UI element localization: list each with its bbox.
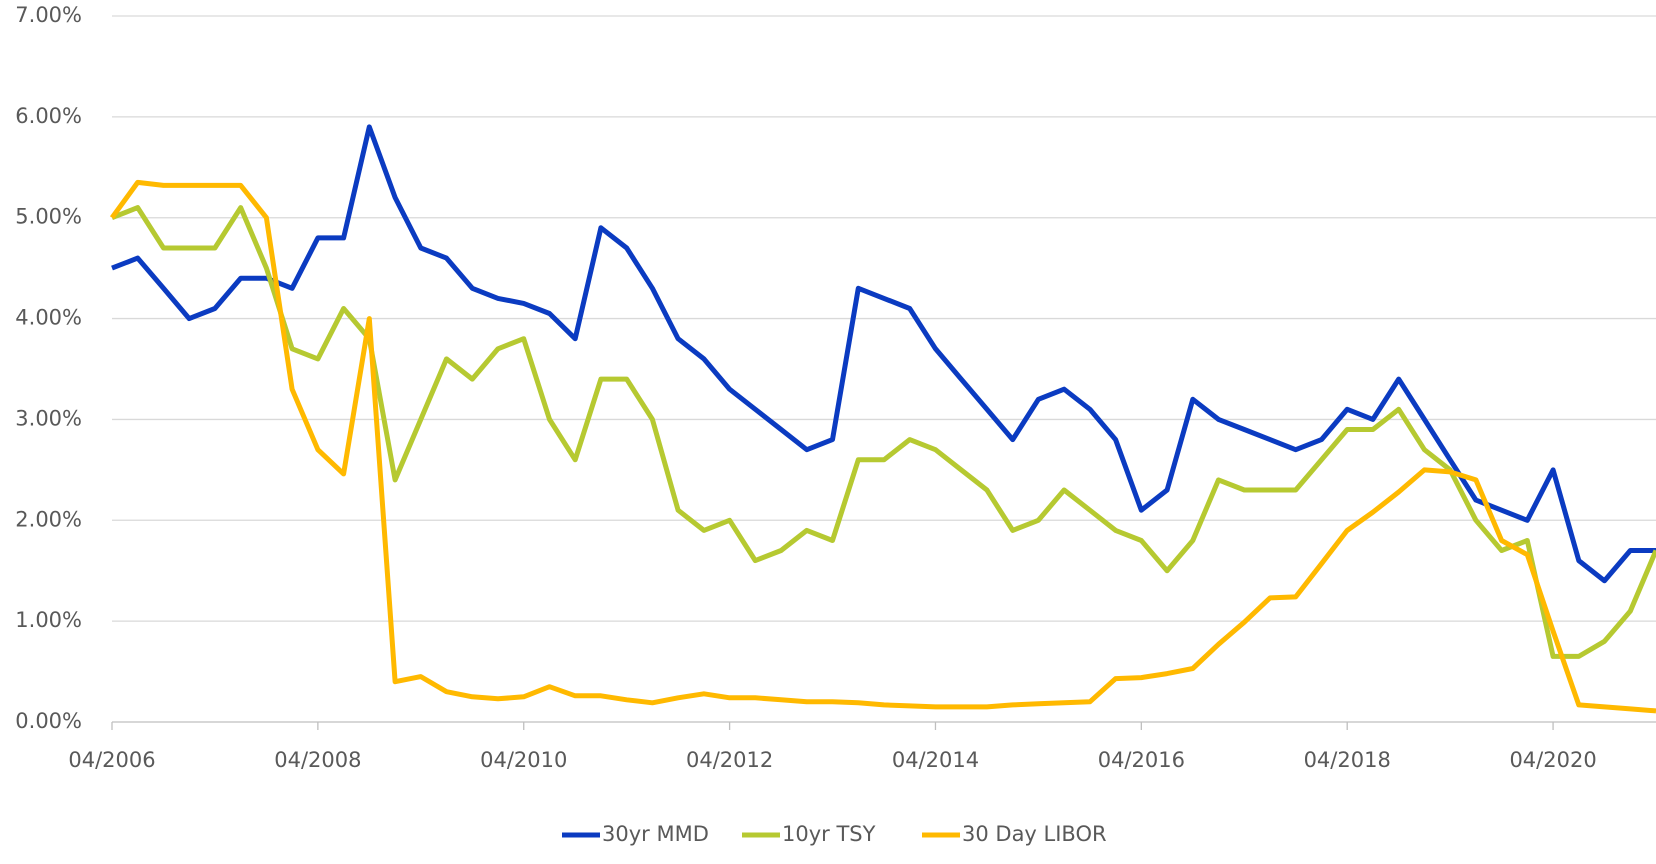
y-tick-label: 5.00% [15, 205, 82, 229]
y-tick-label: 2.00% [15, 507, 82, 531]
y-tick-label: 0.00% [15, 709, 82, 733]
legend-label: 30 Day LIBOR [962, 822, 1107, 846]
x-tick-label: 04/2006 [68, 748, 155, 772]
y-tick-label: 6.00% [15, 104, 82, 128]
x-tick-label: 04/2020 [1509, 748, 1596, 772]
legend-label: 10yr TSY [782, 822, 876, 846]
line-series [111, 205, 1656, 659]
line-series [111, 124, 1656, 584]
x-tick-label: 04/2010 [480, 748, 567, 772]
y-tick-label: 4.00% [15, 306, 82, 330]
y-tick-label: 7.00% [15, 3, 82, 27]
y-tick-label: 1.00% [15, 608, 82, 632]
x-tick-label: 04/2008 [274, 748, 361, 772]
x-tick-label: 04/2018 [1304, 748, 1391, 772]
x-tick-label: 04/2016 [1098, 748, 1185, 772]
y-tick-label: 3.00% [15, 406, 82, 430]
line-series [109, 179, 1656, 714]
legend-label: 30yr MMD [602, 822, 709, 846]
x-tick-label: 04/2014 [892, 748, 979, 772]
x-tick-label: 04/2012 [686, 748, 773, 772]
